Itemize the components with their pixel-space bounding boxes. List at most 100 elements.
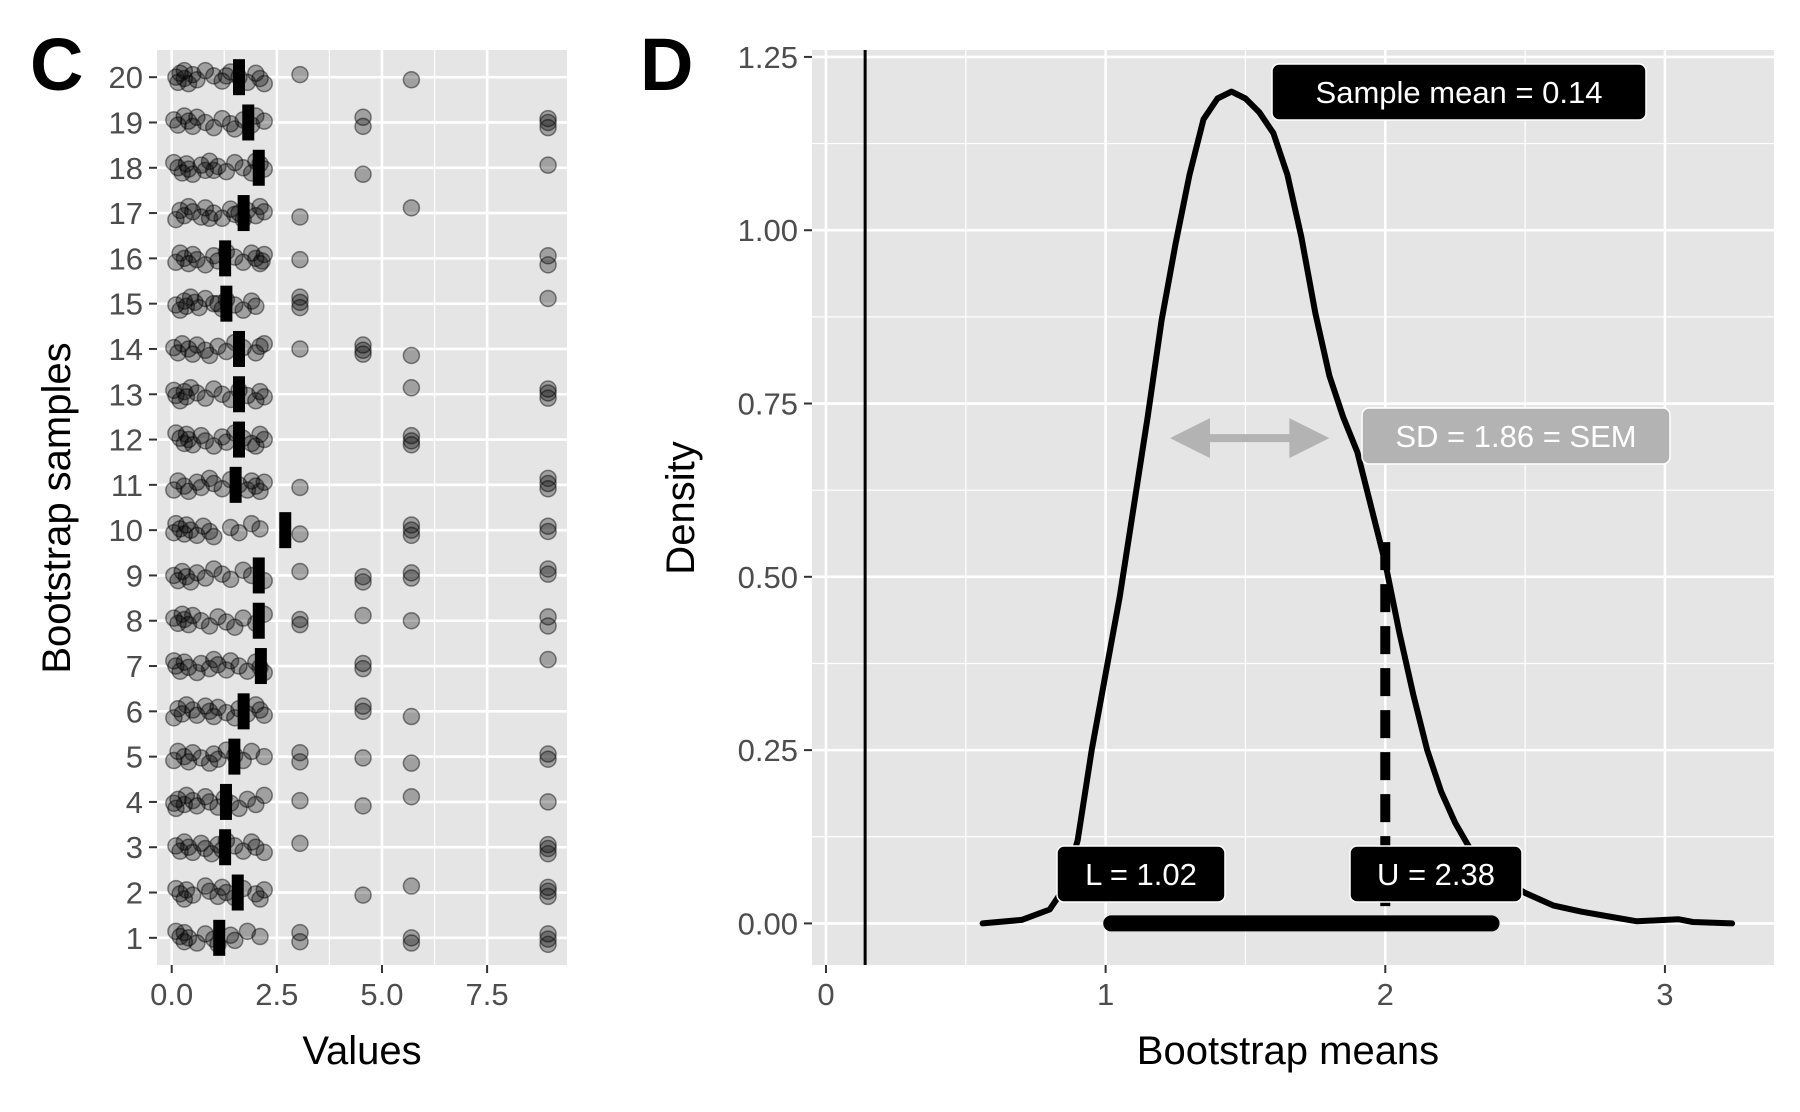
data-point — [253, 252, 271, 270]
data-point — [238, 790, 257, 809]
data-point — [165, 652, 183, 670]
data-point — [194, 517, 213, 535]
data-point — [354, 797, 372, 815]
data-point — [402, 516, 421, 534]
data-point — [196, 341, 215, 360]
data-point — [209, 337, 227, 356]
data-point — [255, 203, 273, 221]
data-point — [291, 932, 309, 951]
data-point — [179, 838, 198, 856]
data-point — [291, 250, 309, 269]
data-point — [251, 254, 269, 273]
data-point — [247, 297, 265, 316]
data-point — [175, 610, 194, 629]
data-point — [175, 382, 194, 401]
data-point — [539, 289, 557, 308]
data-point — [192, 426, 210, 445]
data-point — [209, 698, 227, 717]
data-point — [291, 562, 309, 581]
data-point — [291, 340, 309, 358]
data-point — [196, 161, 215, 180]
y-tick-label: 11 — [111, 468, 143, 503]
y-tick-label: 10 — [109, 513, 143, 548]
data-point — [539, 793, 557, 811]
data-point — [179, 929, 198, 947]
data-point — [354, 567, 372, 586]
data-point — [251, 890, 269, 908]
data-point — [167, 210, 185, 229]
data-point — [196, 389, 215, 407]
data-point — [167, 922, 185, 941]
data-point — [175, 932, 194, 951]
data-point — [234, 842, 252, 860]
data-point — [217, 613, 236, 631]
bootstrap-mean-marker — [219, 783, 232, 820]
data-point — [196, 432, 215, 450]
data-point — [402, 426, 421, 445]
data-point — [200, 793, 219, 811]
data-point — [183, 65, 202, 84]
data-point — [209, 608, 227, 626]
density-curve — [979, 88, 1736, 927]
data-point — [255, 473, 273, 492]
x-tick-label: 7.5 — [466, 977, 509, 1012]
data-point — [539, 469, 557, 488]
x-tick-label: 2 — [1377, 977, 1394, 1012]
data-point — [291, 298, 309, 317]
y-tick-label: 12 — [109, 423, 143, 458]
data-point — [165, 153, 183, 172]
data-point — [213, 109, 231, 128]
data-point — [354, 886, 372, 904]
panel-c-background — [157, 50, 567, 965]
data-point — [167, 68, 185, 86]
data-point — [200, 469, 219, 488]
data-point — [539, 256, 557, 274]
data-point — [192, 156, 210, 174]
y-tick-label: 16 — [109, 241, 143, 276]
data-point — [251, 425, 269, 444]
data-point — [242, 514, 261, 533]
sd-label: SD = 1.86 = SEM — [1361, 407, 1671, 465]
data-point — [192, 654, 210, 673]
data-point — [539, 878, 557, 897]
data-point — [402, 199, 421, 217]
x-tick-label: 1 — [1097, 977, 1114, 1012]
data-point — [167, 837, 185, 855]
data-point — [230, 523, 248, 542]
data-point — [242, 292, 261, 310]
data-point — [177, 516, 196, 534]
data-point — [169, 472, 187, 490]
data-point — [255, 245, 273, 264]
panel-c-x-title: Values — [302, 1029, 421, 1073]
data-point — [188, 336, 206, 354]
data-point — [291, 65, 309, 84]
data-point — [226, 153, 244, 172]
data-point — [196, 289, 215, 308]
data-point — [221, 115, 240, 133]
lower-ci-label-text: L = 1.02 — [1085, 857, 1197, 892]
data-point — [213, 385, 231, 404]
data-point — [205, 707, 223, 726]
data-point — [169, 116, 187, 134]
data-point — [354, 117, 372, 136]
data-point — [167, 514, 185, 533]
data-point — [539, 565, 557, 583]
data-point — [255, 112, 273, 130]
panel-c-y-title: Bootstrap samples — [35, 342, 79, 673]
data-point — [291, 478, 309, 497]
data-point — [354, 341, 372, 360]
bootstrap-mean-marker — [231, 874, 244, 911]
panel-c-means — [213, 59, 292, 956]
data-point — [183, 436, 202, 454]
data-point — [192, 834, 210, 853]
data-point — [255, 706, 273, 724]
data-point — [255, 843, 273, 862]
data-point — [200, 522, 219, 541]
data-point — [183, 606, 202, 625]
bootstrap-mean-marker — [233, 376, 245, 413]
data-point — [291, 610, 309, 629]
data-point — [539, 118, 557, 137]
data-point — [196, 199, 215, 217]
data-point — [539, 156, 557, 174]
data-point — [171, 64, 189, 83]
